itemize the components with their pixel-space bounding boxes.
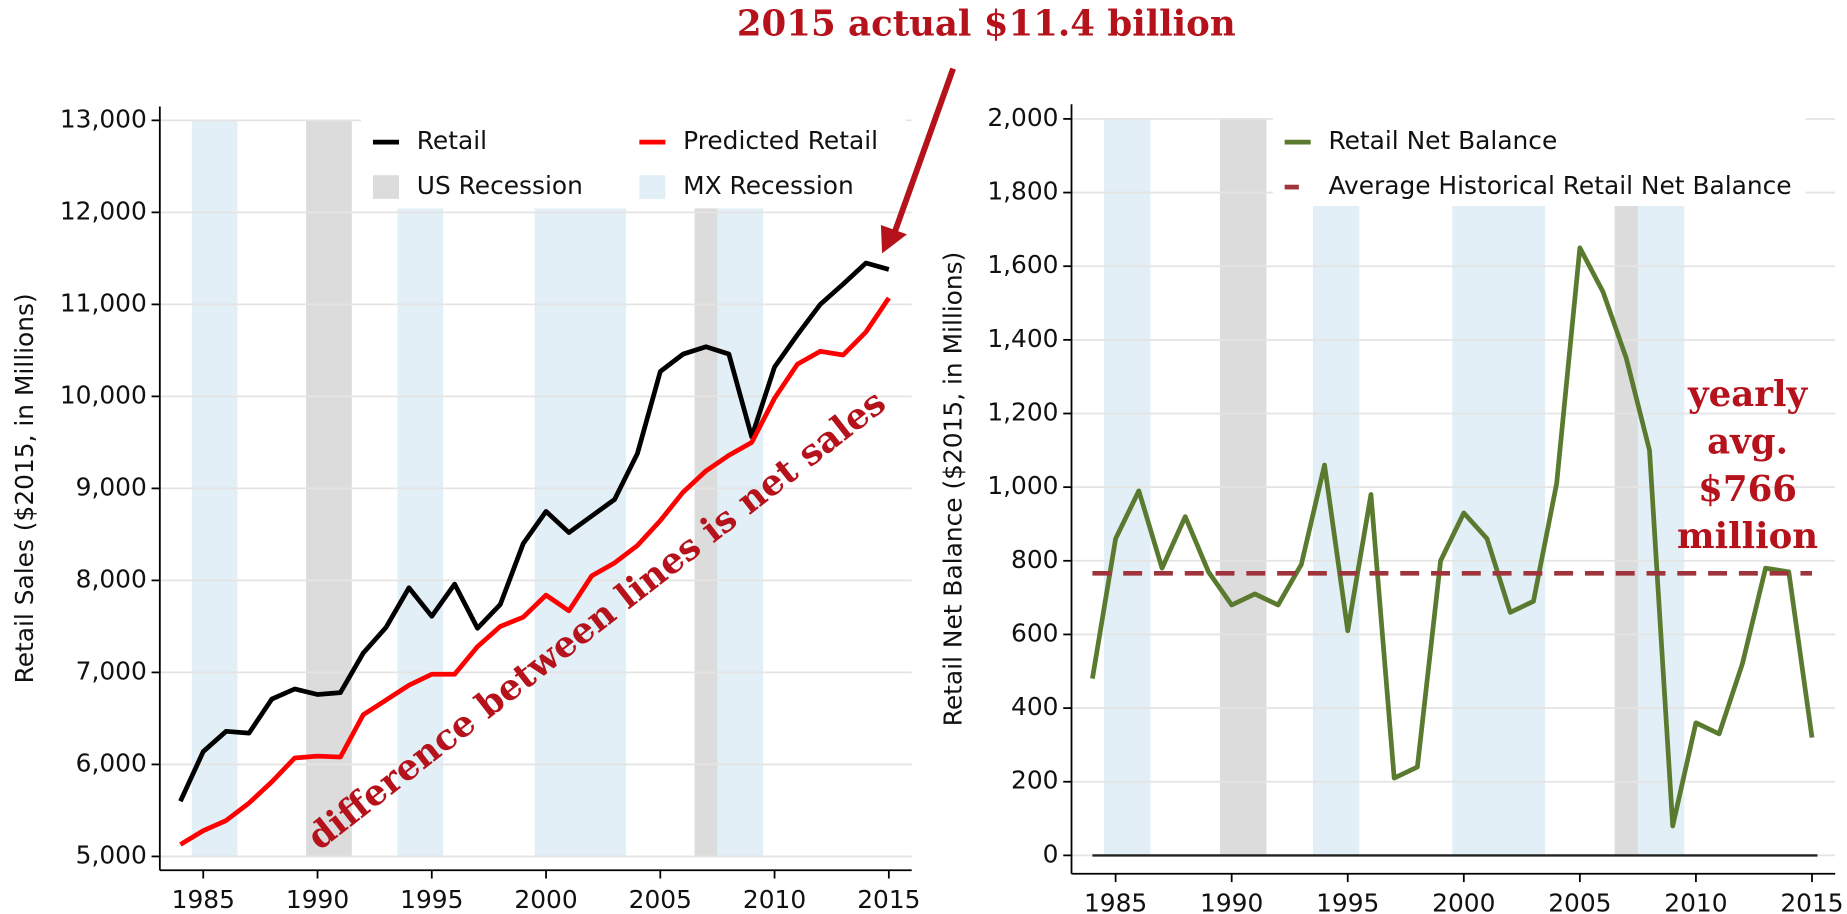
y-tick-label: 8,000 [76,564,147,593]
annotation-arrowhead [880,224,907,254]
x-tick-label: 2000 [514,885,577,914]
x-tick-label: 1990 [1200,889,1263,914]
legend-label: MX Recession [683,171,854,200]
legend-label: Predicted Retail [683,126,878,155]
y-tick-label: 0 [1043,839,1059,868]
annotation: 2015 actual $11.4 billion [737,4,1236,45]
series-line [178,260,890,803]
legend-label: Retail Net Balance [1328,126,1557,155]
annotation: yearly [1687,374,1808,415]
x-tick-label: 1990 [286,885,349,914]
x-tick-label: 2015 [1780,889,1843,914]
y-axis-label: Retail Sales ($2015, in Millions) [10,293,39,683]
y-tick-label: 13,000 [60,104,147,133]
annotation-arrow [891,67,956,236]
x-tick-label: 2010 [743,885,806,914]
y-tick-label: 7,000 [76,656,147,685]
x-tick-label: 2015 [857,885,920,914]
y-tick-label: 5,000 [76,840,147,869]
canvas: 5,000 6,000 7,000 8,000 9,000 10,000 11,000 12,… [10,4,1844,914]
y-tick-label: 1,400 [987,324,1058,353]
y-tick-label: 200 [1011,766,1058,795]
series-line [1090,245,1815,829]
legend-label: Average Historical Retail Net Balance [1328,171,1791,200]
y-tick-label: 2,000 [987,103,1058,132]
x-tick-label: 2000 [1432,889,1495,914]
x-tick-label: 2005 [1548,889,1611,914]
y-tick-label: 12,000 [60,196,147,225]
y-axis-label: Retail Net Balance ($2015, in Millions) [938,252,967,727]
legend-label: US Recession [417,171,583,200]
x-tick-label: 2005 [629,885,692,914]
y-tick-label: 1,800 [987,177,1058,206]
y-tick-label: 6,000 [76,748,147,777]
y-tick-label: 9,000 [76,472,147,501]
annotation: $766 [1698,469,1797,510]
legend-box [361,118,906,209]
legend-label: Retail [417,126,487,155]
y-tick-label: 600 [1011,618,1058,647]
y-tick-label: 1,000 [987,471,1058,500]
y-tick-label: 800 [1011,545,1058,574]
x-tick-label: 1985 [1084,889,1147,914]
x-tick-label: 1995 [400,885,463,914]
legend-swatch [639,175,666,199]
annotation: avg. [1707,422,1788,463]
x-tick-label: 2010 [1664,889,1727,914]
y-tick-label: 1,600 [987,250,1058,279]
x-tick-label: 1995 [1316,889,1379,914]
legend-box [1272,116,1806,207]
y-tick-label: 10,000 [60,380,147,409]
x-tick-label: 1985 [172,885,235,914]
y-tick-label: 1,200 [987,398,1058,427]
series-line [179,296,891,847]
legend-swatch [372,175,400,199]
y-tick-label: 400 [1011,692,1058,721]
annotation: million [1677,516,1818,557]
y-tick-label: 11,000 [60,288,147,317]
